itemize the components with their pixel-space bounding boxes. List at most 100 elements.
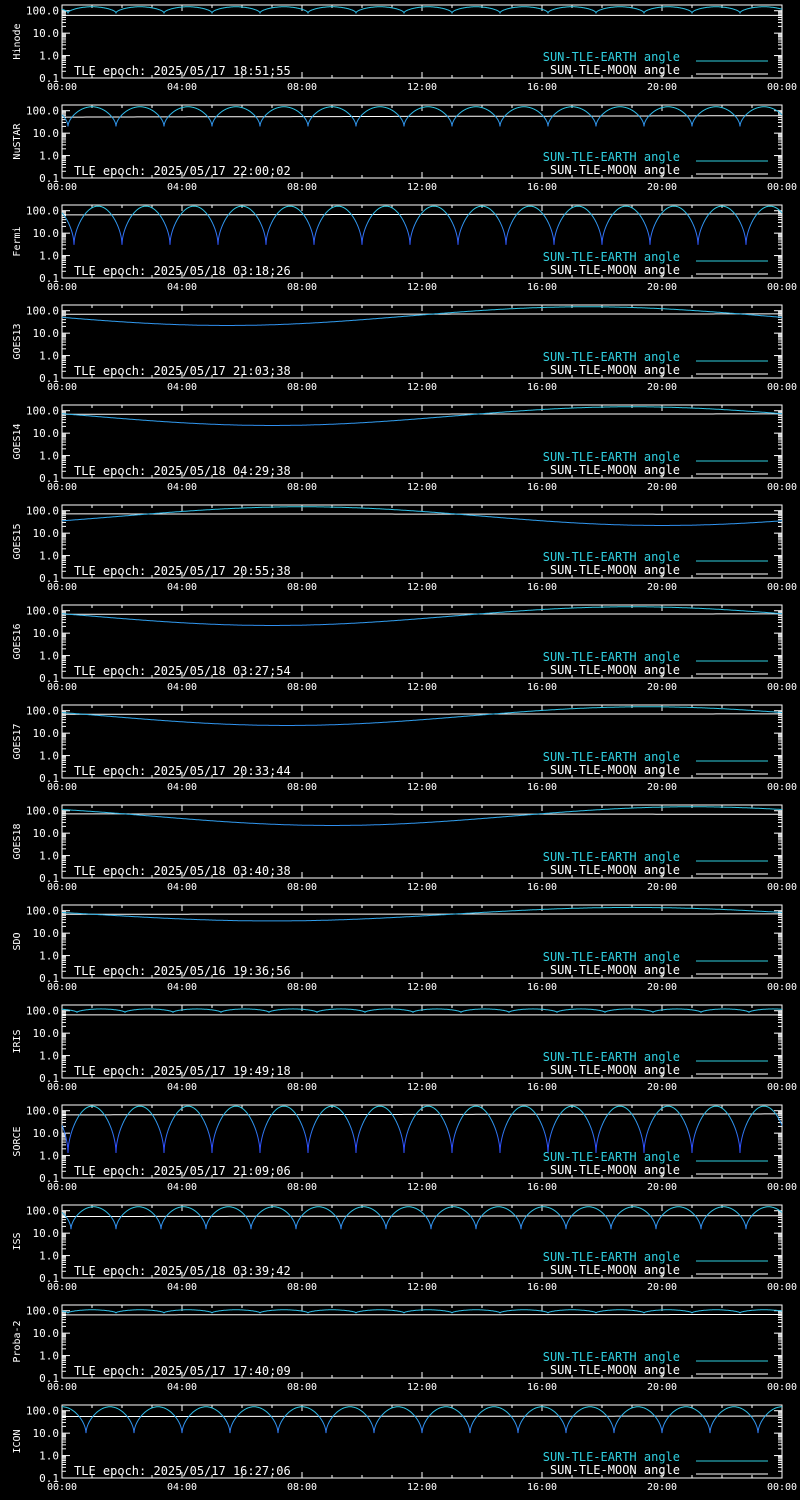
x-tick-label: 08:00 (287, 282, 317, 293)
x-tick-label: 12:00 (407, 582, 437, 593)
series-sun-tle-earth (62, 606, 782, 626)
y-tick-label: 10.0 (33, 127, 60, 140)
chart-svg: 100.010.01.00.100:00 04:00 08:00 12:00 16:00… (12, 104, 797, 193)
x-tick-label: 20:00 (647, 882, 677, 893)
x-tick-label: 16:00 (527, 1382, 557, 1393)
legend-moon-label: SUN-TLE-MOON angle (550, 663, 680, 677)
y-tick-label: 1.0 (39, 750, 59, 763)
legend-moon-label: SUN-TLE-MOON angle (550, 463, 680, 477)
y-tick-label: 0.1 (39, 772, 59, 785)
legend-earth-label: SUN-TLE-EARTH angle (543, 1150, 680, 1164)
x-tick-label: 00:00 (47, 82, 77, 93)
legend-moon-label: SUN-TLE-MOON angle (550, 763, 680, 777)
x-tick-label: 00:00 (767, 1382, 797, 1393)
satellite-name: SDO (12, 932, 23, 950)
chart-panel-proba-2: 100.0 10.0 1.0 0.1 00:00 04:00 08:00 12:00 16:00… (0, 1300, 800, 1400)
legend-moon-label: SUN-TLE-MOON angle (550, 1063, 680, 1077)
x-tick-label: 12:00 (407, 682, 437, 693)
series-sun-tle-earth (61, 106, 783, 127)
chart-panel-goes15: 100.0 10.0 1.0 0.1 00:00 04:00 08:00 12:00 16:00… (0, 500, 800, 600)
x-tick-label: 04:00 (167, 282, 197, 293)
tle-epoch-label: TLE epoch: 2025/05/18 03:18:26 (74, 264, 291, 278)
x-tick-label: 04:00 (167, 982, 197, 993)
x-tick-label: 00:00 (767, 582, 797, 593)
x-tick-label: 00:00 (767, 882, 797, 893)
x-tick-label: 04:00 (167, 1182, 197, 1193)
series-sun-tle-earth (61, 6, 783, 15)
y-tick-label: 10.0 (33, 427, 60, 440)
x-tick-label: 16:00 (527, 482, 557, 493)
y-tick-label: 0.1 (39, 472, 59, 485)
y-tick-label: 10.0 (33, 1327, 60, 1340)
series-sun-tle-earth (61, 1206, 783, 1230)
tle-epoch-label: TLE epoch: 2025/05/17 20:55:38 (74, 564, 291, 578)
y-tick-label: 1.0 (39, 250, 59, 263)
x-tick-label: 16:00 (527, 682, 557, 693)
chart-svg: 100.010.01.00.100:00 04:00 08:00 12:00 16:00… (12, 1104, 797, 1193)
y-tick-label: 1.0 (39, 950, 59, 963)
satellite-name: Hinode (12, 23, 23, 59)
chart-svg: 100.010.01.00.100:00 04:00 08:00 12:00 16:00… (12, 904, 797, 993)
series-sun-tle-moon (62, 213, 782, 216)
legend-earth-label: SUN-TLE-EARTH angle (543, 850, 680, 864)
chart-svg: 100.010.01.00.100:00 04:00 08:00 12:00 16:00… (12, 1204, 797, 1293)
x-tick-label: 16:00 (527, 282, 557, 293)
satellite-name: NuSTAR (12, 122, 23, 159)
x-tick-label: 16:00 (527, 1282, 557, 1293)
satellite-name: Proba-2 (12, 1320, 23, 1362)
x-tick-label: 16:00 (527, 882, 557, 893)
x-tick-label: 08:00 (287, 982, 317, 993)
x-tick-label: 08:00 (287, 1482, 317, 1493)
x-tick-label: 00:00 (767, 1182, 797, 1193)
x-tick-label: 08:00 (287, 682, 317, 693)
x-tick-label: 04:00 (167, 882, 197, 893)
legend-moon-label: SUN-TLE-MOON angle (550, 1463, 680, 1477)
x-tick-label: 04:00 (167, 182, 197, 193)
series-sun-tle-earth (61, 205, 783, 245)
y-tick-label: 0.1 (39, 272, 59, 285)
x-tick-label: 00:00 (767, 1082, 797, 1093)
y-tick-label: 100.0 (26, 505, 59, 518)
x-tick-label: 04:00 (167, 482, 197, 493)
x-tick-label: 12:00 (407, 182, 437, 193)
x-tick-label: 00:00 (47, 282, 77, 293)
x-tick-label: 20:00 (647, 482, 677, 493)
series-sun-tle-earth (62, 506, 782, 526)
y-tick-label: 100.0 (26, 405, 59, 418)
y-tick-label: 0.1 (39, 72, 59, 85)
y-tick-label: 1.0 (39, 150, 59, 163)
y-tick-label: 1.0 (39, 50, 59, 63)
y-tick-label: 1.0 (39, 450, 59, 463)
legend-earth-label: SUN-TLE-EARTH angle (543, 1350, 680, 1364)
x-tick-label: 00:00 (767, 682, 797, 693)
y-tick-label: 10.0 (33, 827, 60, 840)
legend-moon-label: SUN-TLE-MOON angle (550, 963, 680, 977)
satellite-name: GOES14 (12, 423, 23, 459)
y-tick-label: 100.0 (26, 1105, 59, 1118)
y-tick-label: 0.1 (39, 1472, 59, 1485)
chart-svg: 100.010.01.00.100:00 04:00 08:00 12:00 16:00… (12, 1304, 797, 1393)
y-tick-label: 0.1 (39, 1372, 59, 1385)
y-tick-label: 1.0 (39, 1050, 59, 1063)
legend-earth-label: SUN-TLE-EARTH angle (543, 650, 680, 664)
chart-panel-iss: 100.0 10.0 1.0 0.1 00:00 04:00 08:00 12:00 16:00… (0, 1200, 800, 1300)
series-sun-tle-earth (62, 1008, 782, 1014)
x-tick-label: 12:00 (407, 1182, 437, 1193)
series-sun-tle-earth (62, 1309, 783, 1314)
x-tick-label: 00:00 (767, 482, 797, 493)
x-tick-label: 20:00 (647, 382, 677, 393)
tle-epoch-label: TLE epoch: 2025/05/17 21:09:06 (74, 1164, 291, 1178)
y-tick-label: 1.0 (39, 1450, 59, 1463)
chart-panel-nustar: 100.0 10.0 1.0 0.1 00:00 04:00 08:00 12:00 16:00… (0, 100, 800, 200)
x-tick-label: 00:00 (47, 782, 77, 793)
chart-svg: 100.010.01.00.100:00 04:00 08:00 12:00 16:00… (12, 504, 797, 593)
x-tick-label: 12:00 (407, 1382, 437, 1393)
x-tick-label: 00:00 (47, 482, 77, 493)
legend-moon-label: SUN-TLE-MOON angle (550, 1163, 680, 1177)
x-tick-label: 20:00 (647, 1182, 677, 1193)
x-tick-label: 00:00 (47, 382, 77, 393)
x-tick-label: 00:00 (47, 1282, 77, 1293)
y-tick-label: 10.0 (33, 327, 60, 340)
x-tick-label: 04:00 (167, 382, 197, 393)
y-tick-label: 10.0 (33, 1227, 60, 1240)
